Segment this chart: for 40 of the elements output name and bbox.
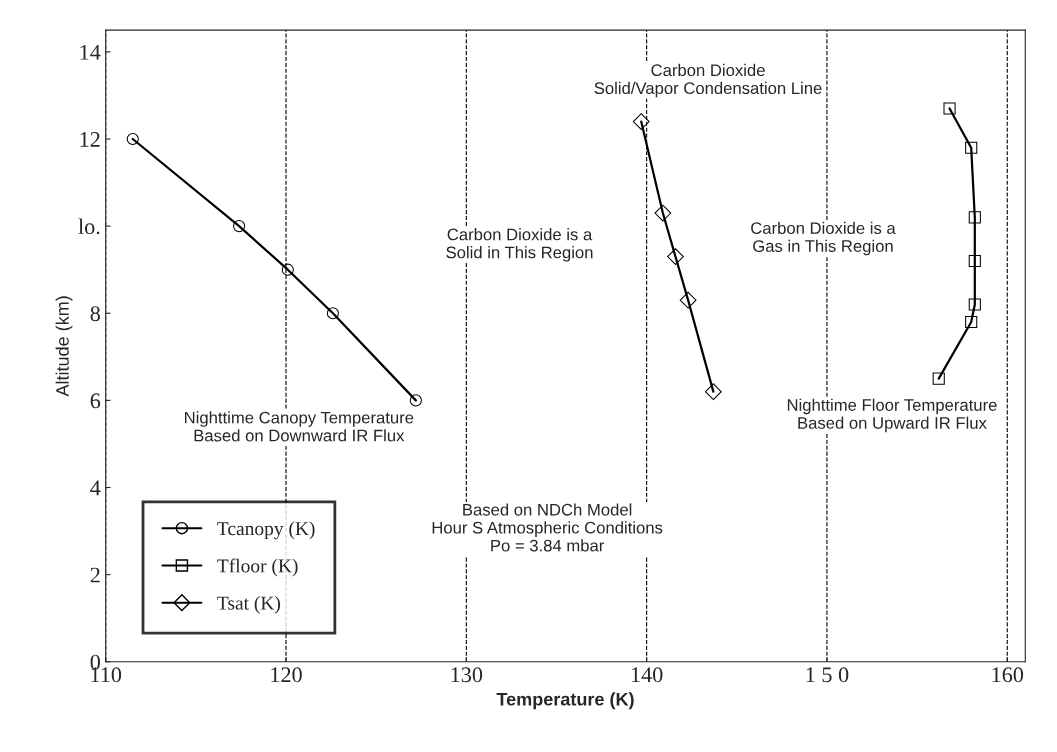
x-tick-label: 160	[992, 667, 1024, 683]
point	[126, 132, 139, 146]
y-tick-label: 8	[90, 306, 100, 322]
y-tick-label: 6	[90, 393, 101, 409]
point	[704, 383, 722, 401]
point	[654, 204, 672, 222]
legend-label: Tsat (K)	[217, 596, 281, 614]
point	[632, 113, 650, 130]
y-tick-label: 2	[90, 567, 100, 583]
x-axis-title: Temperature (K)	[496, 692, 634, 710]
y-tick-label: 4	[90, 480, 101, 496]
legend-label: Tcanopy (K)	[217, 521, 315, 540]
point	[667, 248, 684, 265]
point	[932, 372, 945, 385]
annotation: Based on NDCh Model Hour S Atmospheric Conditions Po = 3.84 mbar	[432, 503, 663, 552]
point	[965, 315, 978, 329]
x-tick-label: 120	[271, 667, 302, 683]
point	[233, 220, 246, 233]
y-tick-label: 14	[80, 44, 101, 60]
x-tick-label: 1 5 0	[806, 667, 849, 683]
y-tick-label: lo.	[78, 218, 100, 235]
point	[965, 141, 978, 154]
legend-label: Tfloor (K)	[217, 558, 298, 577]
y-axis-title: Altitude (km)	[55, 296, 73, 397]
point	[968, 254, 981, 268]
annotation: Carbon Dioxide Solid/Vapor Condensation Line	[594, 63, 822, 98]
annotation: Nighttime Canopy Temperature Based on Downward IR Flux	[185, 411, 414, 442]
point	[968, 211, 981, 224]
annotation: Nighttime Floor Temperature Based on Upward IR Flux	[787, 398, 997, 433]
x-tick-label: 140	[631, 667, 663, 683]
y-tick-label: 12	[80, 131, 100, 147]
annotation: Carbon Dioxide is a Gas in This Region	[751, 221, 896, 256]
point	[409, 394, 422, 407]
point	[679, 291, 697, 309]
annotation: Carbon Dioxide is a Solid in This Region	[446, 228, 593, 262]
point	[968, 298, 981, 311]
x-tick-label: 130	[451, 667, 483, 683]
point	[281, 263, 294, 276]
point	[326, 307, 339, 320]
point	[943, 102, 956, 115]
